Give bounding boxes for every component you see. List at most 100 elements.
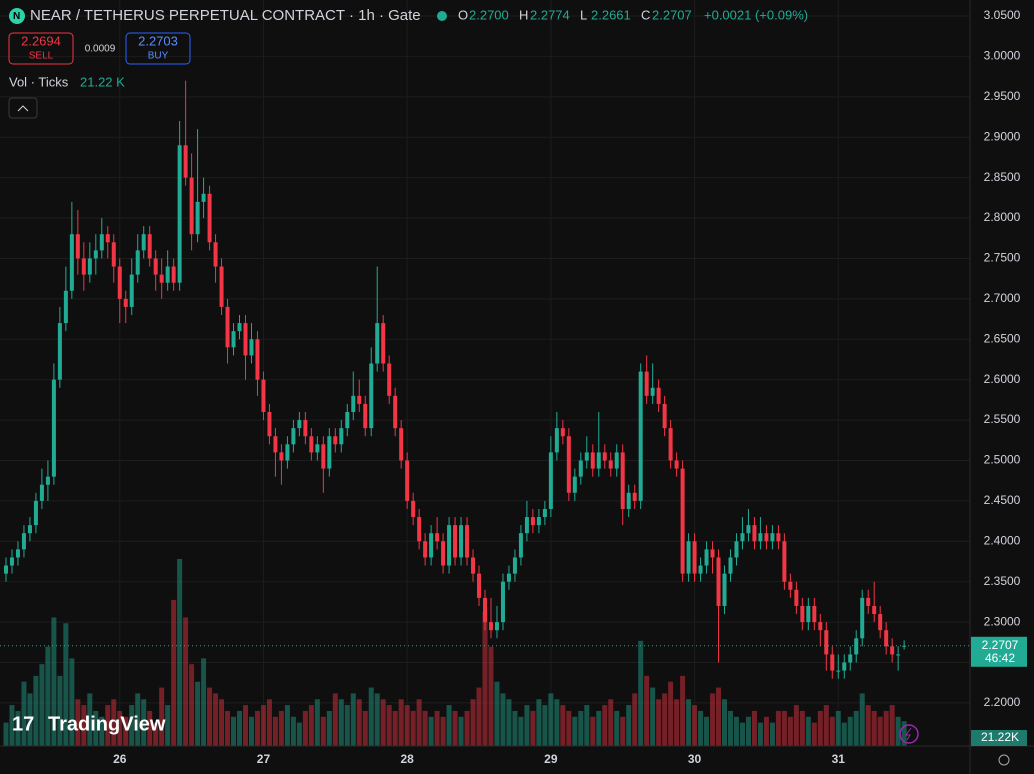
volume-bar: [338, 699, 344, 746]
volume-bar: [99, 716, 105, 746]
volume-bar: [596, 710, 602, 746]
candle-body: [818, 622, 823, 631]
volume-bar: [410, 710, 416, 746]
candle-body: [321, 444, 326, 469]
volume-legend-value: 21.22 K: [80, 74, 125, 89]
sell-price: 2.2694: [21, 33, 61, 48]
volume-bar: [602, 705, 608, 746]
volume-bar: [554, 699, 560, 746]
candle-body: [542, 508, 547, 518]
volume-bar: [536, 699, 542, 746]
volume-bar: [829, 716, 835, 746]
candle-body: [488, 622, 493, 631]
candle-body: [788, 581, 793, 590]
candle-body: [249, 339, 254, 356]
buy-button[interactable]: [125, 32, 191, 65]
candle-body: [153, 258, 158, 275]
ohlc-value: 2.2774: [530, 7, 570, 22]
volume-bar: [853, 710, 859, 746]
y-tick-label: 2.7000: [984, 291, 1021, 305]
ohlc-key: H: [519, 7, 528, 22]
volume-bar: [39, 664, 45, 746]
candle-body: [512, 557, 517, 574]
candle-body: [686, 541, 691, 574]
volume-legend-label: Vol · Ticks: [9, 74, 69, 89]
candle-body: [590, 452, 595, 469]
candle-body: [135, 250, 140, 275]
volume-bar: [117, 710, 123, 746]
candle-body: [195, 201, 200, 235]
candle-body: [632, 492, 637, 501]
candle-body: [171, 266, 176, 283]
volume-bar: [81, 705, 87, 746]
symbol-title[interactable]: NEAR / TETHERUS PERPETUAL CONTRACT · 1h …: [30, 7, 421, 24]
volume-bar: [165, 705, 171, 746]
volume-bar: [147, 710, 153, 746]
volume-bar: [153, 722, 159, 746]
volume-bar: [865, 705, 871, 746]
collapse-button[interactable]: [8, 97, 38, 119]
volume-bar: [644, 675, 650, 746]
volume-bar: [344, 705, 350, 746]
volume-label-box: [971, 730, 1027, 746]
candle-body: [405, 460, 410, 501]
candle-body: [207, 193, 212, 243]
candle-body: [656, 387, 661, 404]
market-status: [437, 11, 447, 21]
volume-bar: [775, 710, 781, 746]
candle-body: [477, 573, 482, 598]
volume-pane: [3, 559, 907, 746]
volume-bar: [793, 705, 799, 746]
volume-bar: [841, 722, 847, 746]
candle-body: [33, 500, 38, 526]
volume-label: 21.22K: [981, 730, 1019, 744]
candle-body: [746, 525, 751, 534]
alert-icon[interactable]: [899, 724, 919, 744]
candle-body: [309, 436, 314, 453]
volume-bar: [225, 710, 231, 746]
candle-body: [21, 533, 26, 550]
volume-bar: [260, 705, 266, 746]
candle-body: [351, 395, 356, 412]
volume-bar: [290, 716, 296, 746]
volume-bar: [500, 693, 506, 746]
candle-body: [375, 323, 380, 364]
volume-bar: [656, 699, 662, 746]
candle-body: [692, 541, 697, 574]
candle-body: [303, 420, 308, 437]
candle-body: [291, 428, 296, 445]
candle-body: [536, 517, 541, 526]
volume-bar: [123, 716, 129, 746]
candle-body: [866, 597, 871, 606]
volume-bar: [638, 640, 644, 746]
volume-bar: [416, 699, 422, 746]
buy-price: 2.2703: [138, 33, 178, 48]
candle-body: [189, 177, 194, 235]
settings-icon[interactable]: [998, 754, 1010, 766]
candle-body: [878, 614, 883, 631]
candle-body: [447, 525, 452, 566]
x-tick-label: 31: [832, 752, 846, 766]
candle-body: [51, 379, 56, 477]
volume-bar: [296, 722, 302, 746]
sell-button[interactable]: [8, 32, 74, 65]
candle-body: [872, 605, 877, 615]
candle-body: [105, 234, 110, 243]
candle-body: [518, 533, 523, 558]
volume-bar: [566, 710, 572, 746]
volume-bar: [189, 664, 195, 746]
candle-body: [674, 460, 679, 469]
y-tick-label: 2.8500: [984, 170, 1021, 184]
candle-body: [411, 500, 416, 518]
volume-bar: [710, 693, 716, 746]
volume-bar: [877, 716, 883, 746]
volume-bar: [608, 699, 614, 746]
candle-body: [453, 525, 458, 558]
volume-bar: [590, 716, 596, 746]
volume-bar: [266, 699, 272, 746]
volume-bar: [374, 693, 380, 746]
candle-body: [602, 452, 607, 461]
candle-body: [668, 428, 673, 461]
symbol-icon-letter: N: [13, 11, 20, 22]
volume-bar: [440, 716, 446, 746]
